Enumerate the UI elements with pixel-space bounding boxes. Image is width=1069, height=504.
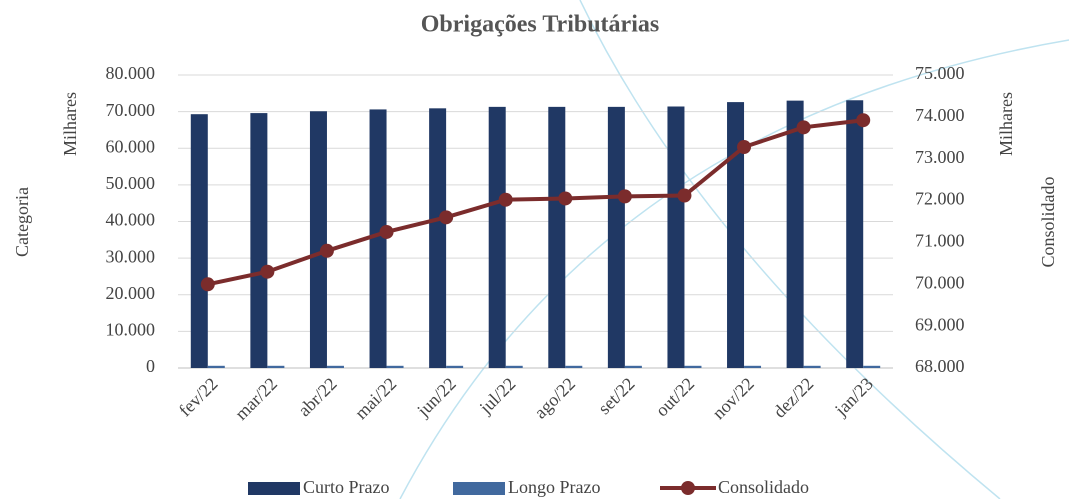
x-tick-label: jul/22 <box>475 374 520 419</box>
bar <box>506 366 523 368</box>
marker <box>737 140 751 154</box>
y2-axis-label: Milhares <box>996 92 1016 156</box>
bar <box>489 107 506 368</box>
x-tick-label: jan/23 <box>830 374 877 421</box>
x-axis-label: Categoria <box>12 187 32 257</box>
bar <box>667 106 684 368</box>
bar <box>370 109 387 368</box>
y-tick-label: 0 <box>146 356 155 376</box>
y2-tick-label: 69.000 <box>915 314 965 334</box>
x-tick-label: fev/22 <box>175 374 222 421</box>
y-tick-label: 60.000 <box>106 136 156 156</box>
legend-swatch <box>453 482 505 495</box>
y-tick-label: 30.000 <box>106 246 156 266</box>
bar <box>429 108 446 368</box>
y-tick-label: 10.000 <box>106 320 156 340</box>
legend-swatch <box>248 482 300 495</box>
bar <box>310 111 327 368</box>
marker <box>320 244 334 258</box>
bar <box>608 107 625 368</box>
marker <box>618 189 632 203</box>
bar <box>846 100 863 368</box>
y2-tick-label: 71.000 <box>915 231 965 251</box>
y2-tick-label: 70.000 <box>915 272 965 292</box>
marker <box>797 120 811 134</box>
bar <box>191 114 208 368</box>
bar <box>804 366 821 368</box>
y-tick-label: 80.000 <box>106 63 156 83</box>
bar <box>744 366 761 368</box>
x-tick-label: set/22 <box>594 374 639 419</box>
y2-tick-label: 74.000 <box>915 105 965 125</box>
y2-tick-label: 73.000 <box>915 147 965 167</box>
y-tick-label: 40.000 <box>106 210 156 230</box>
x-tick-label: dez/22 <box>769 374 817 422</box>
bar <box>267 366 284 368</box>
y-tick-label: 70.000 <box>106 100 156 120</box>
y2-tick-label: 75.000 <box>915 63 965 83</box>
y-axis-label: Milhares <box>60 92 80 156</box>
bar <box>565 366 582 368</box>
x-tick-label: mai/22 <box>351 374 400 423</box>
bar <box>548 107 565 368</box>
x-tick-label: jun/22 <box>412 374 459 421</box>
bar <box>787 101 804 368</box>
y2-tick-label: 68.000 <box>915 356 965 376</box>
bar <box>327 366 344 368</box>
y-tick-label: 20.000 <box>106 283 156 303</box>
x-tick-label: ago/22 <box>530 374 579 423</box>
bar <box>625 366 642 368</box>
x-tick-label: out/22 <box>652 374 699 421</box>
x-tick-label: mar/22 <box>231 374 281 424</box>
chart-title: Obrigações Tributárias <box>421 12 659 38</box>
legend-swatch <box>681 481 695 495</box>
marker <box>201 277 215 291</box>
legend-label: Curto Prazo <box>303 477 389 497</box>
bar <box>250 113 267 368</box>
line <box>208 120 863 284</box>
marker <box>499 193 513 207</box>
bar <box>208 366 225 368</box>
x-tick-label: nov/22 <box>708 374 758 424</box>
y2-tick-label: 72.000 <box>915 189 965 209</box>
legend-label: Consolidado <box>718 477 809 497</box>
marker <box>677 189 691 203</box>
y2-axis-title: Consolidado <box>1038 176 1058 267</box>
x-tick-label: abr/22 <box>294 374 341 421</box>
chart: Obrigações Tributárias Categoria Milhare… <box>0 0 1069 499</box>
marker <box>380 225 394 239</box>
marker <box>558 191 572 205</box>
bar <box>863 366 880 368</box>
legend-label: Longo Prazo <box>508 477 600 497</box>
marker <box>856 113 870 127</box>
bar <box>684 366 701 368</box>
bar <box>446 366 463 368</box>
marker <box>439 210 453 224</box>
bar <box>387 366 404 368</box>
y-tick-label: 50.000 <box>106 173 156 193</box>
marker <box>260 265 274 279</box>
